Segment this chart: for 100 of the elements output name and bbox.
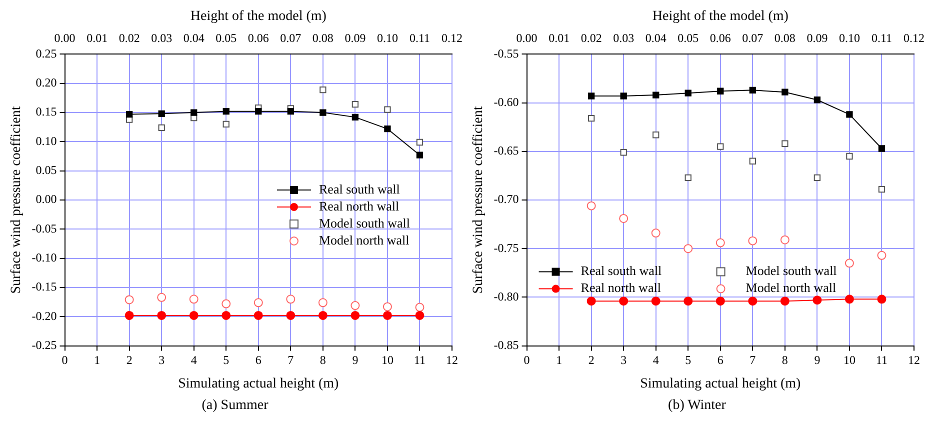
legend-label: Model south wall: [319, 215, 410, 230]
point: [384, 106, 391, 113]
y-tick-label: 0.20: [36, 76, 57, 90]
point: [415, 302, 424, 312]
point: [749, 86, 756, 94]
x2-tick-label: 0.07: [280, 31, 302, 46]
point: [652, 92, 660, 98]
x-tick-label: 2: [588, 353, 594, 368]
point: [124, 295, 134, 304]
point: [416, 138, 424, 146]
y-tick-label: 0.25: [36, 46, 57, 60]
y-tick-label: -0.60: [494, 94, 519, 109]
point: [588, 92, 595, 100]
x2-tick-label: 0.01: [86, 31, 108, 46]
point: [189, 294, 198, 304]
x2-tick-label: 0.00: [516, 31, 538, 46]
x-axis-title: Simulating actual height (m): [178, 376, 340, 392]
y-tick-label: -0.70: [494, 192, 519, 206]
point: [878, 186, 886, 193]
y-tick-label: -0.75: [494, 240, 519, 255]
point: [846, 152, 853, 160]
point: [286, 310, 296, 320]
point: [812, 296, 822, 305]
point: [878, 145, 886, 152]
x-tick-label: 8: [782, 353, 788, 368]
x-tick-label: 12: [446, 353, 458, 368]
x2-tick-label: 0.12: [442, 31, 462, 46]
point: [124, 310, 134, 320]
x2-tick-label: 0.11: [871, 31, 892, 46]
point: [287, 108, 294, 115]
point: [877, 294, 886, 304]
point: [588, 115, 595, 122]
x-tick-label: 4: [190, 353, 197, 368]
point: [222, 299, 231, 308]
x2-axis-title: Height of the model (m): [190, 9, 327, 24]
point: [190, 109, 198, 116]
point: [157, 292, 166, 302]
point: [320, 109, 326, 116]
point: [780, 235, 790, 244]
x2-tick-label: 0.05: [678, 31, 699, 46]
point: [222, 108, 230, 115]
point: [684, 296, 693, 306]
point: [318, 298, 328, 308]
x-tick-label: 0: [524, 353, 530, 368]
x-tick-label: 5: [685, 353, 692, 368]
point: [749, 158, 756, 164]
point: [254, 298, 263, 308]
point: [254, 310, 263, 320]
point: [782, 140, 788, 147]
y-tick-label: 0.15: [36, 104, 57, 119]
x2-tick-label: 0.01: [548, 31, 570, 46]
x-axis-title: Simulating actual height (m): [640, 376, 802, 392]
y-tick-label: -0.80: [494, 289, 519, 304]
x-tick-label: 0: [62, 353, 68, 368]
x2-tick-label: 0.08: [312, 31, 334, 46]
y-axis-title: Surface wind pressure coefficient: [471, 106, 486, 294]
x2-tick-label: 0.10: [838, 31, 860, 46]
x-tick-label: 11: [876, 353, 888, 368]
point: [350, 310, 360, 320]
y-tick-label: 0.05: [36, 162, 57, 177]
point: [684, 244, 693, 254]
legend-label: Model north wall: [319, 232, 410, 248]
point: [255, 108, 262, 115]
x2-tick-label: 0.03: [151, 31, 172, 46]
x-tick-label: 1: [94, 353, 100, 368]
x-tick-label: 8: [320, 353, 326, 368]
x-tick-label: 12: [908, 353, 920, 368]
x-tick-label: 6: [717, 353, 724, 368]
point: [814, 174, 821, 181]
point: [619, 296, 628, 306]
legend-label: Model north wall: [746, 280, 836, 296]
x2-tick-label: 0.05: [216, 31, 237, 46]
point: [222, 120, 230, 128]
legend-label: Real south wall: [319, 181, 400, 196]
point: [415, 310, 424, 320]
x2-tick-label: 0.09: [344, 31, 366, 46]
point: [158, 124, 165, 132]
x-tick-label: 7: [750, 353, 756, 368]
legend-label: Real north wall: [319, 198, 400, 214]
point: [350, 301, 360, 310]
point: [651, 296, 660, 306]
x2-tick-label: 0.00: [54, 31, 76, 46]
x2-tick-label: 0.04: [183, 31, 204, 46]
point: [716, 238, 725, 248]
point: [780, 296, 790, 306]
x2-tick-label: 0.06: [710, 31, 731, 46]
y-tick-label: -0.20: [32, 308, 57, 323]
point: [782, 88, 788, 96]
point: [844, 258, 854, 268]
point: [157, 310, 166, 320]
x2-axis-title: Height of the model (m): [652, 9, 789, 24]
y-tick-label: 0.10: [36, 134, 57, 148]
x2-tick-label: 0.11: [409, 31, 430, 46]
x-tick-label: 9: [352, 353, 358, 368]
x-tick-label: 7: [288, 353, 294, 368]
point: [844, 294, 854, 304]
point: [416, 152, 424, 158]
point: [126, 110, 133, 118]
point: [846, 111, 853, 118]
legend-label: Model south wall: [746, 263, 838, 278]
